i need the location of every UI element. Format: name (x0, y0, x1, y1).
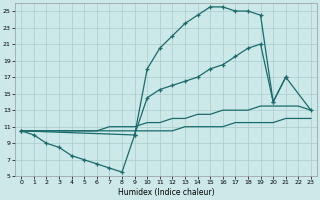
X-axis label: Humidex (Indice chaleur): Humidex (Indice chaleur) (118, 188, 214, 197)
